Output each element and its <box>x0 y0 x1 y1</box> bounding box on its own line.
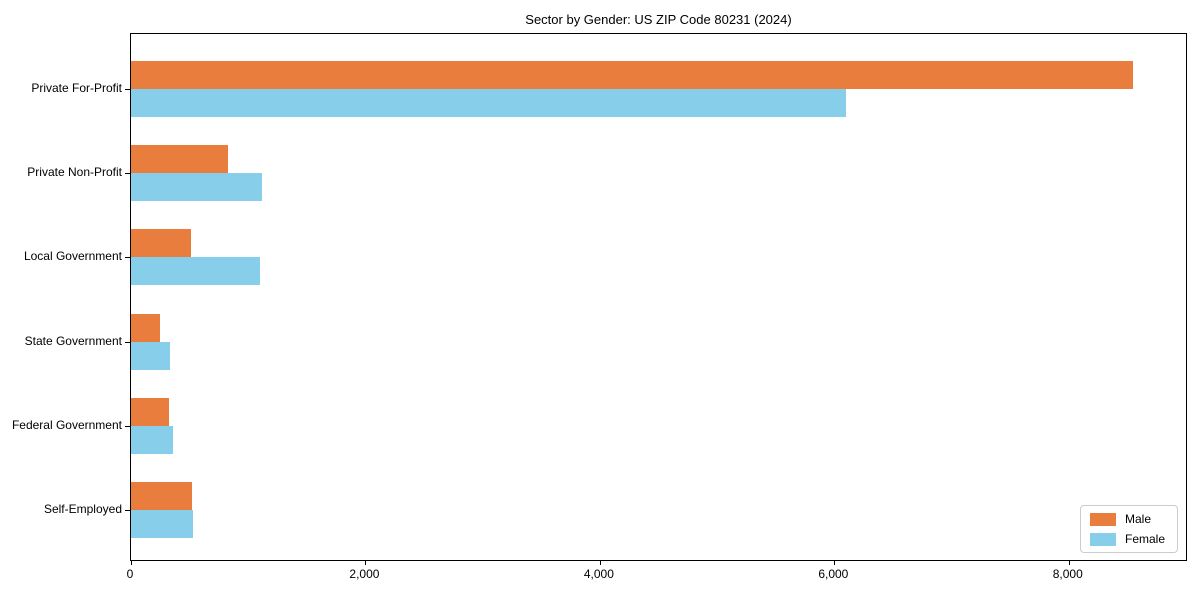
y-axis-category-label: Self-Employed <box>43 502 122 516</box>
y-tick-mark <box>125 341 130 343</box>
bar-male-4 <box>131 313 161 342</box>
bar-male-5 <box>131 397 170 426</box>
bar-male-1 <box>131 61 1134 89</box>
legend-swatch-icon <box>1089 532 1116 546</box>
bar-female-4 <box>131 341 170 370</box>
x-axis-tick-label: 6,000 <box>818 567 849 581</box>
x-tick-mark <box>599 560 601 565</box>
chart-title: Sector by Gender: US ZIP Code 80231 (202… <box>525 12 792 27</box>
x-axis-tick-label: 8,000 <box>1052 567 1083 581</box>
bar-female-6 <box>131 510 194 538</box>
legend-item-male: Male <box>1089 512 1165 526</box>
x-tick-mark <box>131 560 132 565</box>
legend-item-female: Female <box>1089 532 1165 546</box>
y-tick-mark <box>125 173 130 175</box>
legend-label: Female <box>1124 532 1165 546</box>
x-tick-mark <box>1068 560 1070 565</box>
legend-swatch-icon <box>1089 512 1116 526</box>
x-tick-mark <box>365 560 367 565</box>
bar-female-1 <box>131 89 847 117</box>
x-axis-tick-label: 0 <box>126 567 134 581</box>
y-tick-mark <box>125 257 130 259</box>
y-axis-category-label: Private Non-Profit <box>27 165 122 180</box>
x-tick-mark <box>834 560 836 565</box>
bar-male-6 <box>131 482 192 510</box>
y-axis-category-label: Private For-Profit <box>31 81 122 95</box>
bar-female-2 <box>131 173 262 202</box>
legend-label: Male <box>1124 512 1151 526</box>
y-tick-mark <box>125 510 130 511</box>
plot-area: Male Female <box>125 33 1187 565</box>
y-axis-category-label: Federal Government <box>11 417 122 432</box>
bar-male-2 <box>131 145 228 174</box>
bar-male-3 <box>131 229 191 258</box>
bar-female-3 <box>131 257 260 286</box>
y-tick-mark <box>125 425 130 427</box>
y-axis-category-label: Local Government <box>23 249 122 264</box>
x-axis-tick-label: 2,000 <box>349 567 380 581</box>
bar-female-5 <box>131 425 173 454</box>
x-axis-tick-label: 4,000 <box>583 567 614 581</box>
y-tick-mark <box>125 89 130 90</box>
y-axis-category-label: State Government <box>24 333 122 348</box>
legend: Male Female <box>1079 505 1178 553</box>
